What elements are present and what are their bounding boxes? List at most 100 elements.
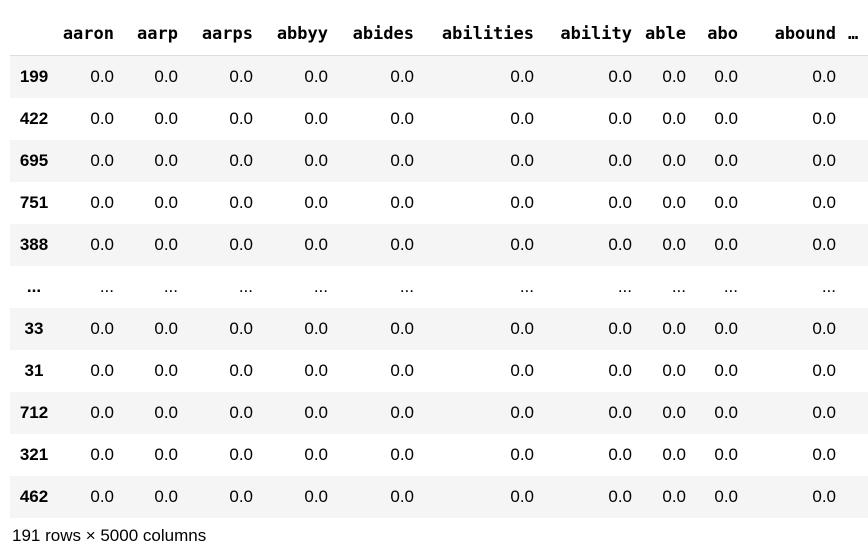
table-cell: 0.0 [229, 445, 253, 464]
truncated-cell [848, 182, 868, 224]
column-header: abbyy [265, 13, 340, 56]
column-header: able [644, 13, 698, 56]
table-cell: 0.0 [608, 193, 632, 212]
table-cell: 0.0 [304, 445, 328, 464]
truncated-cell [848, 140, 868, 182]
column-header: aarp [126, 13, 190, 56]
table-cell: 0.0 [608, 151, 632, 170]
table-row: 751 0.0 0.0 0.0 0.0 0.0 0.0 0.0 0.0 0.0 0.0 [10, 182, 868, 224]
dataframe-output: aaron aarp aarps abbyy abides abilities abilit… [10, 13, 868, 518]
row-index: 712 [19, 403, 49, 422]
table-cell: ... [163, 277, 178, 296]
table-cell: ... [821, 277, 836, 296]
table-cell: 0.0 [714, 445, 738, 464]
table-cell: 0.0 [714, 361, 738, 380]
table-cell: 0.0 [662, 403, 686, 422]
table-cell: 0.0 [90, 67, 114, 87]
table-cell: ... [99, 277, 114, 296]
table-cell: 0.0 [662, 151, 686, 170]
table-cell: ... [519, 277, 534, 296]
table-cell: 0.0 [812, 67, 836, 87]
table-cell: 0.0 [510, 487, 534, 506]
table-row: 199 0.0 0.0 0.0 0.0 0.0 0.0 0.0 0.0 0.0 0.0 [10, 55, 868, 98]
truncated-cell [848, 224, 868, 266]
table-row: 695 0.0 0.0 0.0 0.0 0.0 0.0 0.0 0.0 0.0 0.0 [10, 139, 868, 182]
header-row: aaron aarp aarps abbyy abides abilities abilit… [10, 13, 868, 56]
row-index: ... [26, 277, 42, 296]
index-header [10, 13, 58, 56]
table-cell: 0.0 [510, 319, 534, 338]
table-cell: 0.0 [390, 193, 414, 212]
row-index: 422 [19, 109, 49, 128]
table-cell: 0.0 [90, 361, 114, 380]
table-cell: 0.0 [390, 235, 414, 254]
table-cell: 0.0 [229, 403, 253, 422]
table-cell: 0.0 [662, 235, 686, 254]
table-cell: 0.0 [229, 487, 253, 506]
table-cell: 0.0 [90, 109, 114, 128]
row-index: 751 [19, 193, 49, 212]
table-cell: 0.0 [812, 403, 836, 422]
table-cell: 0.0 [304, 487, 328, 506]
table-cell: 0.0 [304, 193, 328, 212]
table-cell: 0.0 [510, 445, 534, 464]
table-cell: 0.0 [608, 487, 632, 506]
truncated-cell [848, 98, 868, 140]
table-cell: 0.0 [812, 151, 836, 170]
table-cell: 0.0 [154, 319, 178, 338]
table-cell: 0.0 [390, 361, 414, 380]
table-cell: 0.0 [608, 67, 632, 87]
table-cell: 0.0 [229, 235, 253, 254]
table-cell: ... [671, 277, 686, 296]
table-cell: 0.0 [510, 361, 534, 380]
table-cell: 0.0 [662, 445, 686, 464]
table-cell: 0.0 [812, 361, 836, 380]
table-cell: ... [238, 277, 253, 296]
table-cell: 0.0 [154, 445, 178, 464]
table-cell: 0.0 [510, 109, 534, 128]
table-cell: 0.0 [90, 487, 114, 506]
table-cell: 0.0 [812, 445, 836, 464]
table-cell: 0.0 [608, 445, 632, 464]
row-index: 321 [19, 445, 49, 464]
table-cell: 0.0 [229, 67, 253, 87]
column-header: abilities [426, 13, 546, 56]
column-header: … [848, 13, 868, 56]
row-index: 388 [19, 235, 49, 254]
table-cell: 0.0 [390, 487, 414, 506]
table-cell: 0.0 [154, 403, 178, 422]
table-cell: 0.0 [304, 109, 328, 128]
table-cell: ... [617, 277, 632, 296]
table-cell: 0.0 [154, 193, 178, 212]
truncated-cell [848, 434, 868, 476]
table-cell: 0.0 [390, 445, 414, 464]
table-row: 33 0.0 0.0 0.0 0.0 0.0 0.0 0.0 0.0 0.0 0.0 [10, 307, 868, 350]
table-cell: 0.0 [90, 403, 114, 422]
table-cell: 0.0 [662, 67, 686, 87]
table-cell: 0.0 [812, 109, 836, 128]
column-header: abo [698, 13, 750, 56]
column-header: ability [546, 13, 644, 56]
table-cell: 0.0 [662, 361, 686, 380]
truncated-cell [848, 308, 868, 350]
table-row: 462 0.0 0.0 0.0 0.0 0.0 0.0 0.0 0.0 0.0 0.0 [10, 475, 868, 518]
table-cell: 0.0 [662, 319, 686, 338]
table-row: 422 0.0 0.0 0.0 0.0 0.0 0.0 0.0 0.0 0.0 0.0 [10, 98, 868, 140]
table-cell: 0.0 [304, 319, 328, 338]
table-cell: 0.0 [510, 151, 534, 170]
table-cell: 0.0 [608, 361, 632, 380]
table-cell: 0.0 [304, 151, 328, 170]
table-cell: 0.0 [608, 109, 632, 128]
table-cell: 0.0 [812, 487, 836, 506]
column-header: abides [340, 13, 426, 56]
table-cell: 0.0 [714, 487, 738, 506]
table-cell: 0.0 [714, 193, 738, 212]
row-index: 462 [19, 487, 49, 506]
table-cell: 0.0 [812, 319, 836, 338]
table-cell: 0.0 [714, 109, 738, 128]
row-index: 33 [24, 319, 44, 338]
table-cell: ... [723, 277, 738, 296]
table-cell: 0.0 [229, 193, 253, 212]
column-header: aaron [58, 13, 126, 56]
table-cell: 0.0 [510, 235, 534, 254]
